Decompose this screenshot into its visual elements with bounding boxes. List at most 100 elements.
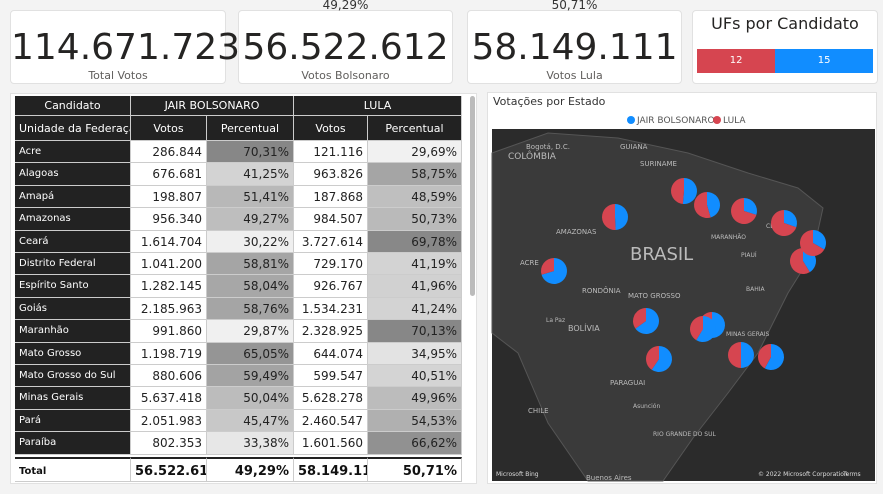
table-cell: 984.507 [294,208,368,231]
table-cell: 3.727.614 [294,230,368,253]
table-cell: 58,75% [368,163,462,186]
pie-slice [727,342,741,368]
map-label: AMAZONAS [556,228,597,236]
kpi-card: 50,71% 58.149.111 Votos Lula [467,0,682,84]
uf-segment: 12 [697,49,776,73]
pie-slice [541,258,554,275]
uf-segment: 15 [775,49,873,73]
map-label: COLÔMBIA [508,150,557,162]
uf-bar: 12 15 [697,49,873,73]
map-label: Bogotá, D.C. [526,143,570,151]
table-cell: 963.826 [294,163,368,186]
table-cell: 45,47% [207,409,294,433]
map-label: Buenos Aires [586,474,632,482]
pie-slice [813,230,826,250]
table-cell: 48,59% [368,185,462,209]
table-cell: 49,27% [207,208,294,231]
pie-slice [696,316,716,342]
table-cell: 880.606 [131,365,207,388]
kpi-card: 49,29% 56.522.612 Votos Bolsonaro [238,0,453,84]
table-cell: Alagoas [15,163,131,186]
column-header: Percentual [368,116,462,141]
table-cell: 70,13% [368,320,462,343]
map-label: BOLÍVIA [568,322,600,333]
map-label: RONDÔNIA [582,286,621,295]
pie-slice [764,344,784,370]
table-cell: Goiás [15,297,131,321]
table-cell: 41,25% [207,163,294,186]
table-cell: 121.116 [294,141,368,164]
table-cell: 2.328.925 [294,320,368,343]
pie-slice [707,192,720,218]
kpi-label: Votos Bolsonaro [301,69,390,82]
table-cell: 1.282.145 [131,275,207,298]
table-cell: 1.614.704 [131,230,207,253]
pie-slice [682,178,697,204]
table-cell: Distrito Federal [15,253,131,276]
table-cell: Maranhão [15,320,131,343]
map-label: GUIANA [620,143,648,151]
pie-slice [740,342,754,368]
map-label: ACRE [520,259,539,267]
legend-dot [713,116,721,124]
map-label: BRASIL [630,244,693,265]
total-cell: 50,71% [368,457,462,482]
total-cell: 56.522.612 [131,457,207,482]
column-header: Votos [294,116,368,141]
map-label: PARAGUAI [610,379,645,387]
pie-slice [790,248,810,274]
pie-slice [646,346,659,370]
uf-title: UFs por Candidato [711,14,859,33]
table-cell: 30,22% [207,230,294,253]
kpi-pct: 50,71% [551,0,598,12]
table-cell: Minas Gerais [15,387,131,410]
table-cell: 58,81% [207,253,294,276]
table-cell: 51,41% [207,185,294,209]
table-cell: 286.844 [131,141,207,164]
table-cell: Mato Grosso [15,342,131,365]
total-cell: 58.149.111 [294,457,368,482]
table-cell: Mato Grosso do Sul [15,365,131,388]
table-cell: 5.628.278 [294,387,368,410]
scrollbar [470,96,475,296]
table-cell: 1.041.200 [131,253,207,276]
table-cell: 2.460.547 [294,409,368,433]
table-cell: 5.637.418 [131,387,207,410]
kpi-value: 56.522.612 [242,27,449,68]
map-label: MINAS GERAIS [726,331,769,338]
table-cell: 644.074 [294,342,368,365]
pie-slice [601,204,616,230]
kpi-value: 114.671.723 [11,27,241,68]
map-label: CHILE [528,407,549,415]
table-cell: 2.185.963 [131,297,207,321]
column-header: Percentual [207,116,294,141]
kpi-label: Total Votos [88,69,148,82]
map-label: MATO GROSSO [628,292,681,300]
table-cell: 29,69% [368,141,462,164]
pie-slice [690,316,703,341]
map-panel: Votações por Estado JAIR BOLSONARO LULA CO… [487,92,877,484]
pie-slice [651,346,672,373]
table-cell: Amazonas [15,208,131,231]
table-cell: Paraíba [15,432,131,455]
column-header: Votos [131,116,207,141]
table-cell: Espírito Santo [15,275,131,298]
table-cell: 50,73% [368,208,462,231]
group-header: LULA [294,96,462,116]
map-title: Votações por Estado [493,95,606,108]
total-cell: 49,29% [207,457,294,482]
table-cell: Acre [15,141,131,164]
table-cell: 70,31% [207,141,294,164]
table-cell: Amapá [15,185,131,209]
table-cell: 599.547 [294,365,368,388]
pie-slice [541,258,567,284]
column-header: Unidade da Federação [15,116,131,141]
pie-slice [744,198,757,215]
table-cell: 49,96% [368,387,462,410]
kpi-card: 114.671.723 Total Votos [10,10,241,84]
table-cell: 1.198.719 [131,342,207,365]
table-cell: 69,78% [368,230,462,253]
table-cell: 926.767 [294,275,368,298]
